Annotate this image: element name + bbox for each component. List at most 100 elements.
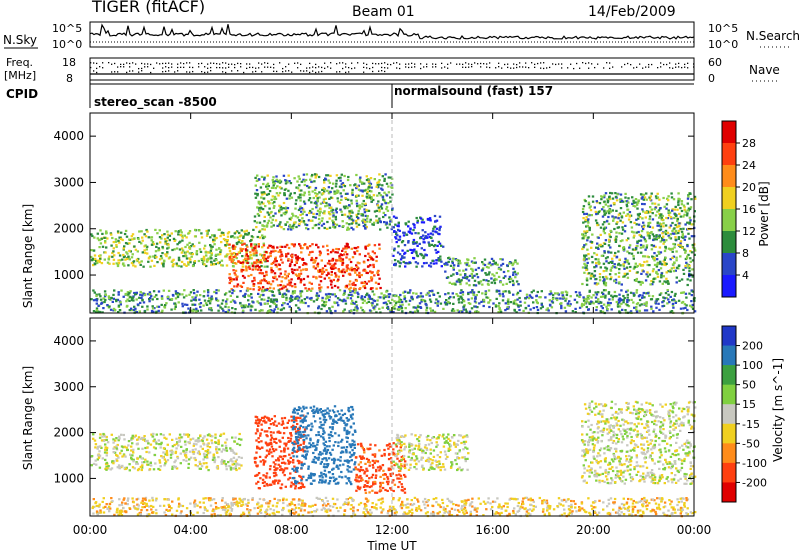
freq-dot: [300, 70, 301, 71]
data-cell: [180, 453, 182, 455]
data-cell: [337, 286, 339, 288]
data-cell: [241, 250, 243, 252]
freq-dot: [651, 64, 652, 65]
data-cell: [662, 283, 664, 285]
data-cell: [263, 259, 265, 261]
freq-dot: [432, 63, 433, 64]
data-cell: [664, 250, 666, 252]
data-cell: [313, 266, 315, 268]
data-cell: [359, 177, 361, 179]
data-cell: [425, 309, 427, 311]
data-cell: [660, 213, 662, 215]
data-cell: [238, 456, 240, 458]
data-cell: [265, 271, 267, 273]
data-cell: [363, 310, 365, 312]
data-cell: [204, 245, 206, 247]
data-cell: [266, 260, 268, 262]
freq-dot: [450, 62, 451, 63]
data-cell: [615, 232, 617, 234]
data-cell: [608, 223, 610, 225]
data-cell: [143, 461, 145, 463]
data-cell: [149, 293, 151, 295]
data-cell: [651, 244, 653, 246]
data-cell: [485, 292, 487, 294]
data-cell: [287, 303, 289, 305]
data-cell: [473, 275, 475, 277]
freq-dot: [324, 68, 325, 69]
data-cell: [574, 308, 576, 310]
data-cell: [362, 269, 364, 271]
data-cell: [256, 189, 258, 191]
data-cell: [331, 268, 333, 270]
data-cell: [533, 307, 535, 309]
data-cell: [507, 303, 509, 305]
data-cell: [350, 200, 352, 202]
data-cell: [690, 206, 692, 208]
data-cell: [281, 304, 283, 306]
data-cell: [361, 282, 363, 284]
freq-dot: [687, 63, 688, 64]
data-cell: [350, 310, 352, 312]
data-cell: [154, 229, 156, 231]
data-cell: [653, 278, 655, 280]
data-cell: [665, 278, 667, 280]
data-cell: [401, 304, 403, 306]
data-cell: [227, 306, 229, 308]
data-cell: [480, 301, 482, 303]
data-cell: [672, 307, 674, 309]
data-cell: [409, 231, 411, 233]
data-cell: [308, 191, 310, 193]
data-cell: [186, 244, 188, 246]
data-cell: [650, 298, 652, 300]
data-cell: [321, 269, 323, 271]
data-cell: [596, 306, 598, 308]
data-cell: [481, 284, 483, 286]
data-cell: [304, 203, 306, 205]
data-cell: [334, 302, 336, 304]
data-cell: [606, 278, 608, 280]
data-cell: [437, 292, 439, 294]
data-cell: [461, 301, 463, 303]
data-cell: [355, 174, 357, 176]
data-cell: [338, 248, 340, 250]
data-cell: [411, 252, 413, 254]
data-cell: [146, 440, 148, 442]
data-cell: [261, 272, 263, 274]
data-cell: [133, 309, 135, 311]
data-cell: [369, 221, 371, 223]
data-cell: [162, 263, 164, 265]
data-cell: [623, 268, 625, 270]
data-cell: [138, 241, 140, 243]
data-cell: [445, 299, 447, 301]
colorbar-segment: [722, 253, 736, 276]
data-cell: [678, 280, 680, 282]
data-cell: [382, 216, 384, 218]
data-cell: [233, 440, 235, 442]
data-cell: [646, 309, 648, 311]
data-cell: [632, 200, 634, 202]
data-cell: [315, 257, 317, 259]
data-cell: [159, 229, 161, 231]
data-cell: [372, 251, 374, 253]
data-cell: [369, 296, 371, 298]
data-cell: [544, 296, 546, 298]
data-cell: [357, 296, 359, 298]
data-cell: [104, 435, 106, 437]
data-cell: [603, 201, 605, 203]
data-cell: [226, 242, 228, 244]
data-cell: [458, 270, 460, 272]
data-cell: [96, 303, 98, 305]
data-cell: [244, 233, 246, 235]
data-cell: [605, 239, 607, 241]
freq-dot: [186, 62, 187, 63]
data-cell: [614, 263, 616, 265]
freq-dot: [639, 63, 640, 64]
data-cell: [265, 251, 267, 253]
freq-dot: [144, 63, 145, 64]
data-cell: [128, 292, 130, 294]
data-cell: [288, 247, 290, 249]
data-cell: [595, 258, 597, 260]
data-cell: [508, 290, 510, 292]
data-cell: [340, 199, 342, 201]
data-cell: [621, 200, 623, 202]
